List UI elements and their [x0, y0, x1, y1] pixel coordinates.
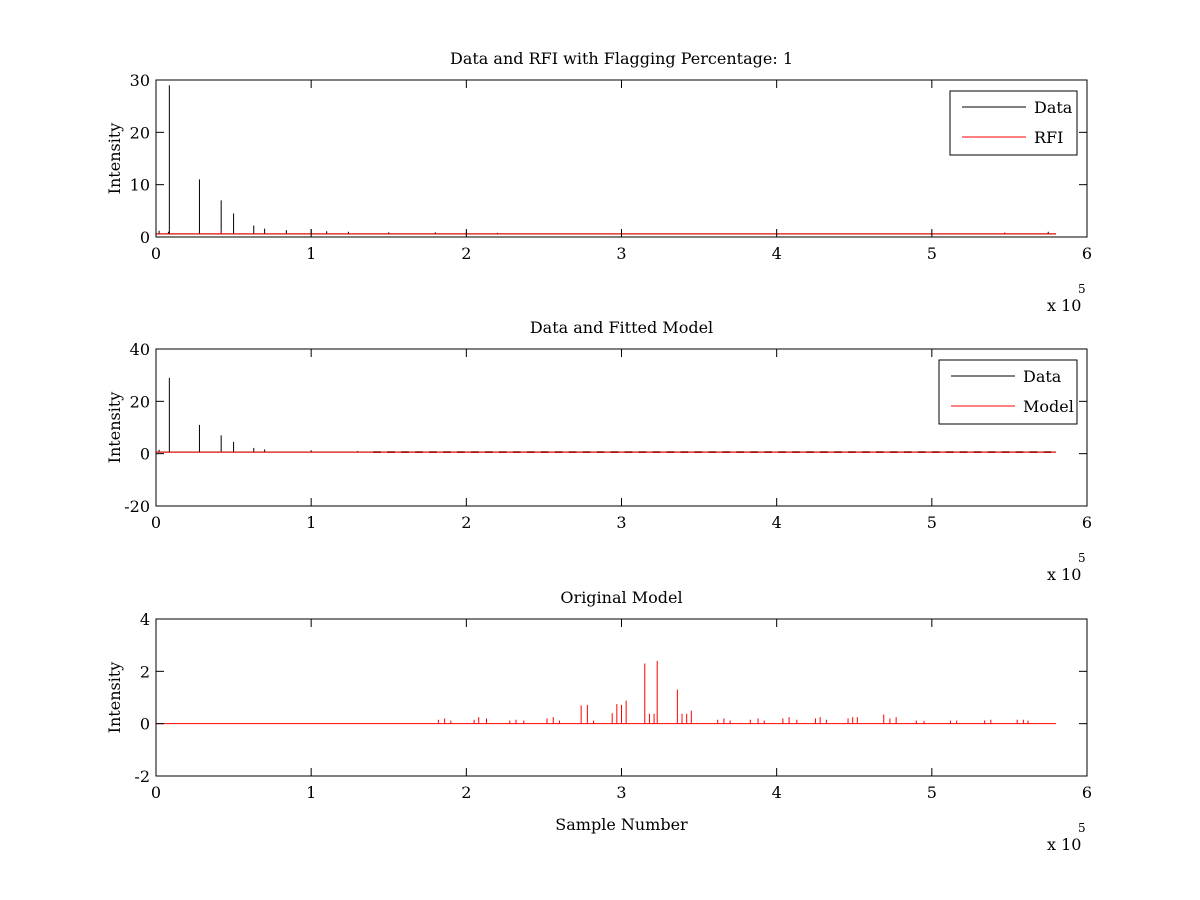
legend-box [938, 359, 1078, 425]
y-tick-label: 40 [130, 340, 150, 359]
series-rfi [156, 230, 1056, 235]
y-tick-label: 10 [130, 176, 150, 195]
chart-title: Data and RFI with Flagging Percentage: 1 [450, 49, 793, 68]
x-axis-label: Sample Number [555, 815, 688, 834]
y-tick-label: 20 [130, 123, 150, 142]
x-tick-label: 6 [1082, 244, 1092, 263]
plot-area [155, 618, 1088, 777]
x-tick-label: 4 [772, 513, 782, 532]
y-tick-label: -2 [134, 767, 150, 786]
x-tick-label: 2 [461, 783, 471, 802]
y-axis-label: Intensity [105, 662, 124, 734]
x-tick-label: 3 [616, 783, 626, 802]
y-tick-label: 30 [130, 71, 150, 90]
y-tick-label: 20 [130, 392, 150, 411]
x-tick-label: 2 [461, 244, 471, 263]
legend-label: RFI [1034, 128, 1063, 147]
y-axis-label: Intensity [105, 123, 124, 195]
y-tick-label: 4 [140, 610, 150, 629]
x-tick-label: 6 [1082, 513, 1092, 532]
x-tick-label: 5 [927, 783, 937, 802]
chart-title: Data and Fitted Model [530, 318, 713, 337]
x-tick-label: 5 [927, 513, 937, 532]
x-axis-exponent-power: 5 [1078, 282, 1086, 296]
x-axis-exponent-power: 5 [1078, 821, 1086, 835]
x-tick-label: 1 [306, 513, 316, 532]
y-tick-label: 0 [140, 715, 150, 734]
legend: Data Model [938, 359, 1078, 425]
chart-title: Original Model [560, 588, 682, 607]
y-tick-label: -20 [124, 497, 150, 516]
x-tick-label: 3 [616, 513, 626, 532]
x-tick-label: 0 [151, 513, 161, 532]
x-tick-label: 4 [772, 244, 782, 263]
y-tick-label: 0 [140, 445, 150, 464]
legend-label: Model [1023, 397, 1074, 416]
x-axis-exponent: x 10 [1047, 565, 1081, 584]
plot-area [155, 348, 1088, 507]
y-tick-label: 2 [140, 662, 150, 681]
x-tick-label: 6 [1082, 783, 1092, 802]
y-tick-label: 0 [140, 228, 150, 247]
x-tick-label: 1 [306, 783, 316, 802]
x-tick-label: 1 [306, 244, 316, 263]
plot-area [155, 79, 1088, 238]
legend: Data RFI [949, 90, 1078, 156]
legend-label: Data [1034, 98, 1073, 117]
x-tick-label: 3 [616, 244, 626, 263]
y-axis-label: Intensity [105, 392, 124, 464]
legend-label: Data [1023, 367, 1062, 386]
x-axis-exponent-power: 5 [1078, 551, 1086, 565]
x-tick-label: 5 [927, 244, 937, 263]
x-tick-label: 2 [461, 513, 471, 532]
chart-1: 0 1 2 3 4 5 6 0 10 20 30 Data and RFI with Flagging… [105, 49, 1092, 315]
x-axis-exponent: x 10 [1047, 296, 1081, 315]
x-tick-label: 0 [151, 244, 161, 263]
legend-box [949, 90, 1078, 156]
x-tick-label: 0 [151, 783, 161, 802]
series-model [156, 660, 1056, 725]
x-tick-label: 4 [772, 783, 782, 802]
x-axis-exponent: x 10 [1047, 835, 1081, 854]
